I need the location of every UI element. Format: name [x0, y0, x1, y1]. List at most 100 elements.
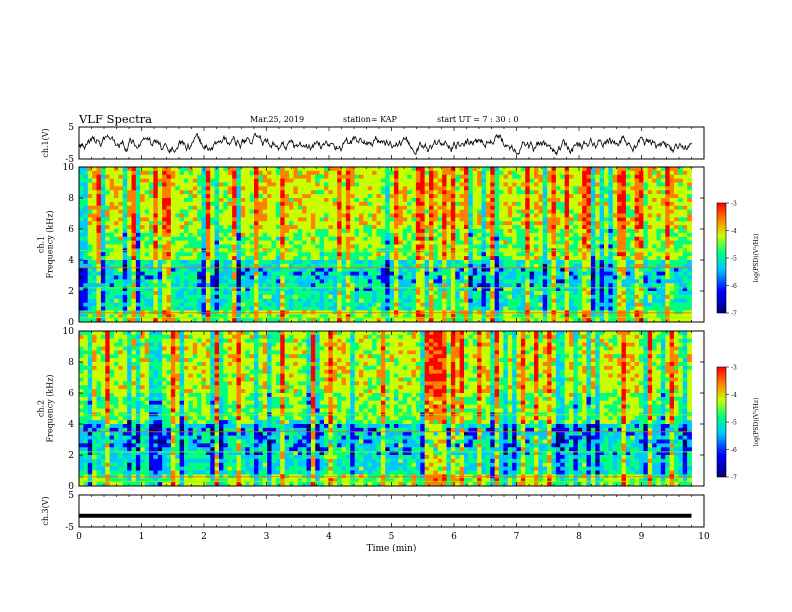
spec-cell — [652, 275, 657, 280]
spec-cell — [569, 186, 574, 191]
spec-cell — [411, 287, 417, 292]
spec-cell — [437, 217, 443, 222]
spec-cell — [324, 260, 329, 265]
spec-cell — [267, 209, 272, 214]
spec-cell — [258, 263, 264, 269]
spec-cell — [219, 170, 224, 176]
spec-cell — [205, 236, 211, 242]
spec-cell — [398, 229, 404, 234]
spec-cell — [324, 201, 329, 207]
spec-cell — [310, 221, 316, 226]
spec-cell — [118, 221, 124, 226]
spec-cell — [398, 252, 404, 257]
spec-cell — [118, 287, 124, 292]
spec-cell — [534, 205, 539, 211]
spec-cell — [122, 217, 128, 222]
spec-cell — [512, 229, 517, 234]
spec-cell — [359, 287, 364, 292]
spec-cell — [665, 225, 671, 230]
spec-cell — [455, 291, 461, 296]
spec-cell — [555, 186, 561, 191]
spec-cell — [630, 198, 636, 203]
spec-cell — [341, 252, 347, 257]
spec-cell — [604, 263, 609, 269]
spec-cell — [354, 178, 360, 183]
spec-cell — [170, 217, 176, 222]
spec-cell — [184, 260, 189, 265]
spec-cell — [184, 221, 189, 226]
spec-cell — [284, 302, 290, 307]
spec-cell — [687, 252, 692, 257]
spec-cell — [184, 229, 189, 234]
spec-cell — [210, 283, 216, 288]
spec-cell — [271, 263, 277, 269]
spec-cell — [79, 229, 84, 234]
spec-cell — [582, 178, 587, 183]
spec-cell — [297, 256, 303, 261]
spec-cell — [529, 291, 535, 296]
spec-cell — [660, 271, 666, 276]
spec-cell — [634, 194, 640, 199]
spec-cell — [227, 294, 233, 300]
spec-cell — [153, 294, 159, 300]
spec-cell — [249, 213, 255, 218]
spec-cell — [359, 221, 364, 226]
spec-cell — [407, 182, 412, 187]
spec-cell — [407, 186, 412, 191]
spec-cell — [122, 263, 128, 269]
spec-cell — [429, 291, 434, 296]
spec-cell — [551, 236, 557, 242]
spec-cell — [485, 298, 491, 304]
spec-cell — [262, 217, 268, 222]
spec-cell — [109, 298, 115, 304]
spec-cell — [394, 229, 399, 234]
spec-cell — [415, 287, 421, 292]
spec-cell — [315, 236, 321, 242]
spec-cell — [394, 186, 399, 191]
spec-cell — [236, 178, 242, 183]
spec-cell — [267, 174, 272, 180]
spec-cell — [582, 271, 587, 276]
spec-cell — [201, 198, 207, 203]
spec-cell — [345, 229, 351, 234]
spec-cell — [494, 287, 500, 292]
spec-cell — [232, 170, 237, 176]
spec-cell — [83, 298, 89, 304]
spec-cell — [595, 209, 601, 214]
spec-cell — [573, 213, 579, 218]
spec-cell — [79, 198, 84, 203]
spec-cell — [210, 225, 216, 230]
spec-cell — [582, 201, 587, 207]
spec-cell — [630, 298, 636, 304]
spec-cell — [337, 291, 342, 296]
spec-cell — [424, 291, 430, 296]
spec-cell — [516, 186, 522, 191]
spec-cell — [306, 244, 312, 249]
spec-cell — [555, 232, 561, 238]
spec-cell — [236, 194, 242, 199]
spec-cell — [310, 244, 316, 249]
spec-cell — [398, 194, 404, 199]
spec-cell — [363, 267, 369, 273]
spec-cell — [184, 209, 189, 214]
spec-cell — [179, 275, 185, 280]
spec-cell — [433, 291, 439, 296]
spec-cell — [96, 298, 102, 304]
spec-cell — [197, 302, 202, 307]
spec-cell — [494, 256, 500, 261]
spec-cell — [678, 240, 684, 245]
spec-cell — [429, 271, 434, 276]
spec-cell — [411, 252, 417, 257]
spec-cell — [599, 252, 605, 257]
spec-cell — [643, 291, 649, 296]
spec-cell — [520, 252, 526, 257]
spec-cell — [538, 194, 544, 199]
spec-cell — [639, 236, 644, 242]
spec-cell — [394, 194, 399, 199]
spec-cell — [122, 287, 128, 292]
spec-cell — [249, 267, 255, 273]
spec-cell — [372, 302, 377, 307]
spec-cell — [503, 221, 509, 226]
spec-cell — [639, 182, 644, 187]
spec-cell — [477, 205, 482, 211]
